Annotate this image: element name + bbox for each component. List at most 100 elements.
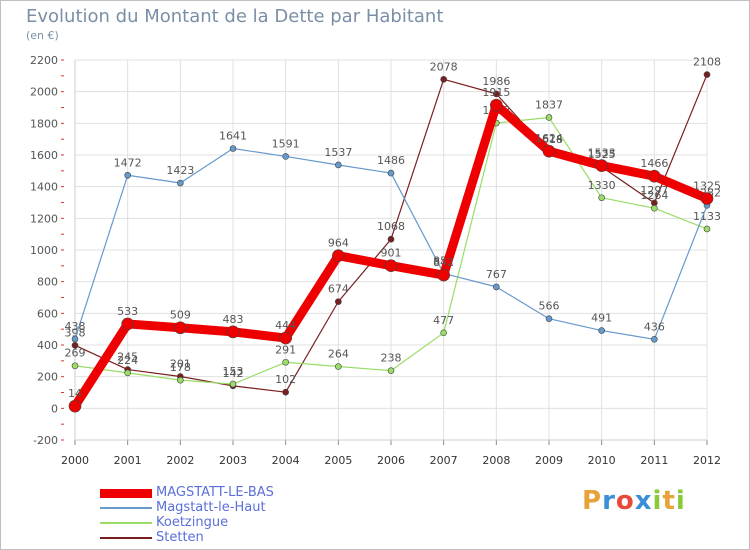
x-tick-label: 2001 [114, 454, 142, 467]
data-label-magstatt-le-haut: 1423 [166, 164, 194, 177]
data-point-magstatt-le-haut [229, 145, 237, 152]
data-point-magstatt-le-haut [493, 283, 500, 291]
data-label-magstatt-le-bas: 483 [223, 313, 244, 326]
legend-label: MAGSTATT-LE-BAS [156, 485, 274, 500]
y-tick-label: -200 [33, 434, 58, 447]
data-label-magstatt-le-haut: 767 [486, 268, 507, 281]
data-label-magstatt-le-bas: 1533 [588, 147, 616, 160]
data-point-magstatt-le-haut [598, 327, 605, 334]
data-point-magstatt-le-bas [490, 98, 503, 112]
data-label-stetten: 2108 [693, 56, 721, 69]
data-point-koetzingue [598, 194, 605, 202]
data-label-stetten: 142 [223, 367, 244, 380]
proxiti-logo: Proxiti [582, 486, 686, 516]
x-tick-label: 2002 [166, 454, 194, 467]
data-label-koetzingue: 264 [328, 348, 349, 361]
data-point-magstatt-le-bas [595, 159, 608, 172]
data-label-magstatt-le-bas: 901 [381, 247, 402, 260]
legend-label: Magstatt-le-Haut [156, 500, 266, 515]
data-point-magstatt-le-bas [174, 321, 187, 335]
data-label-stetten: 674 [328, 283, 349, 296]
data-point-koetzingue [545, 114, 553, 121]
data-point-stetten [703, 71, 711, 78]
y-tick-label: 2200 [30, 54, 58, 67]
data-label-koetzingue: 1264 [640, 189, 668, 202]
x-tick-label: 2006 [377, 454, 405, 467]
data-point-magstatt-le-bas [542, 144, 556, 158]
y-tick-label: 1200 [30, 212, 58, 225]
data-point-stetten [282, 388, 289, 396]
data-label-magstatt-le-haut: 438 [65, 320, 86, 333]
y-tick-label: 800 [37, 276, 58, 289]
data-label-koetzingue: 1330 [588, 179, 616, 192]
data-point-stetten [335, 298, 342, 305]
data-point-magstatt-le-bas [648, 169, 661, 183]
data-point-stetten [387, 235, 395, 243]
data-point-koetzingue [124, 369, 131, 377]
logo-letter: i [652, 486, 663, 516]
data-label-stetten: 1297 [640, 184, 668, 197]
data-point-koetzingue [177, 376, 184, 384]
data-label-magstatt-le-haut: 1537 [324, 146, 352, 159]
data-point-magstatt-le-haut [124, 171, 131, 179]
data-point-magstatt-le-bas [437, 268, 450, 282]
data-label-magstatt-le-haut: 491 [591, 312, 612, 325]
y-tick-label: 1600 [30, 149, 58, 162]
logo-letter: i [675, 486, 686, 516]
legend-label: Stetten [156, 530, 204, 545]
data-label-koetzingue: 178 [170, 361, 191, 374]
data-label-magstatt-le-bas: 1466 [640, 157, 668, 170]
data-point-magstatt-le-bas [121, 317, 134, 331]
data-point-magstatt-le-haut [545, 315, 553, 323]
data-label-magstatt-le-haut: 1641 [219, 130, 247, 143]
x-tick-label: 2004 [272, 454, 300, 467]
logo-letter: o [615, 486, 635, 516]
data-point-magstatt-le-haut [651, 335, 658, 343]
logo-letter: P [582, 486, 603, 516]
data-point-magstatt-le-bas [279, 331, 292, 345]
data-label-magstatt-le-bas: 1624 [535, 132, 563, 145]
y-tick-label: 2000 [30, 86, 58, 99]
y-tick-label: 600 [37, 307, 58, 320]
data-point-magstatt-le-bas [226, 325, 240, 339]
data-point-magstatt-le-haut [387, 169, 395, 177]
y-tick-label: 1800 [30, 117, 58, 130]
logo-letter: x [634, 486, 653, 516]
data-label-magstatt-le-bas: 533 [117, 305, 138, 318]
data-point-magstatt-le-bas [332, 249, 345, 262]
data-label-koetzingue: 291 [275, 343, 296, 356]
data-point-magstatt-le-haut [177, 179, 184, 187]
data-point-magstatt-le-bas [68, 399, 82, 413]
data-label-koetzingue: 153 [223, 365, 244, 378]
legend-swatch [100, 489, 152, 498]
data-label-stetten: 1525 [588, 148, 616, 161]
data-point-magstatt-le-haut [282, 153, 289, 160]
y-tick-label: 1400 [30, 181, 58, 194]
y-tick-label: 0 [51, 402, 58, 415]
data-point-magstatt-le-bas [700, 192, 714, 205]
y-tick-label: 200 [37, 371, 58, 384]
data-label-magstatt-le-bas: 964 [328, 237, 349, 250]
data-label-magstatt-le-bas: 444 [275, 319, 296, 332]
data-point-koetzingue [440, 329, 447, 337]
x-tick-label: 2003 [219, 454, 247, 467]
x-tick-label: 2000 [61, 454, 89, 467]
data-label-stetten: 201 [170, 358, 191, 371]
data-label-magstatt-le-haut: 1486 [377, 154, 405, 167]
data-label-magstatt-le-bas: 509 [170, 309, 191, 322]
x-tick-label: 2008 [482, 454, 510, 467]
data-label-stetten: 1986 [482, 75, 510, 88]
legend-swatch [100, 522, 152, 524]
data-label-stetten: 1068 [377, 220, 405, 233]
data-point-magstatt-le-haut [335, 161, 342, 169]
x-tick-label: 2009 [535, 454, 563, 467]
data-point-koetzingue [71, 362, 79, 370]
chart-subtitle: (en €) [26, 29, 59, 42]
data-label-magstatt-le-bas: 842 [433, 256, 454, 269]
data-point-magstatt-le-bas [384, 259, 398, 272]
data-label-magstatt-le-haut: 1591 [272, 137, 300, 150]
data-label-koetzingue: 224 [117, 354, 138, 367]
data-point-koetzingue [229, 380, 237, 388]
data-point-koetzingue [335, 363, 342, 370]
